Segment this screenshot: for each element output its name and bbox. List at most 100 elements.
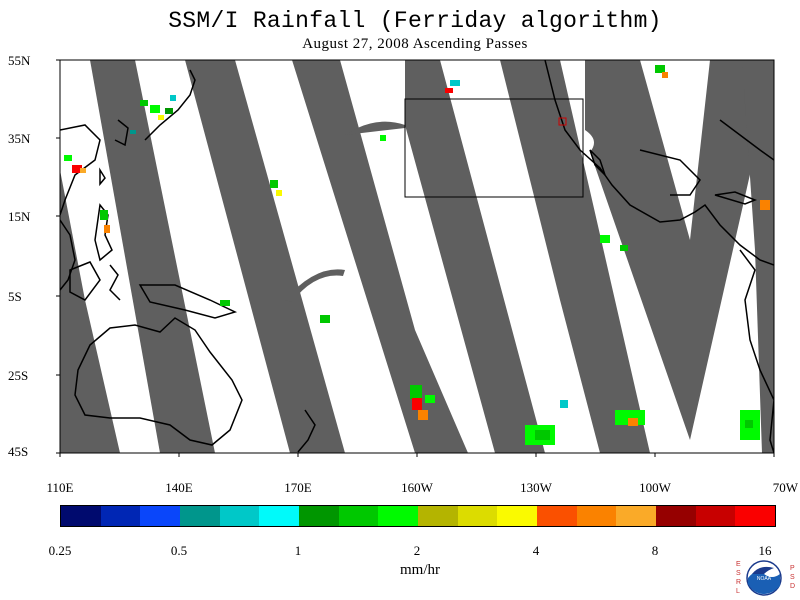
map-content xyxy=(60,60,774,453)
rain-patch xyxy=(655,65,665,73)
lat-label-35n: 35N xyxy=(8,131,31,146)
coastline-japan xyxy=(144,69,196,141)
rain-patch xyxy=(450,80,460,86)
swath-gap xyxy=(585,60,774,440)
lon-label-170e: 170E xyxy=(284,480,312,495)
map-title: SSM/I Rainfall (Ferriday algorithm) xyxy=(168,8,662,34)
logo-letter: L xyxy=(736,588,740,595)
colorbar-cell xyxy=(61,506,101,526)
rain-patches xyxy=(64,65,770,445)
colorbar-cell xyxy=(656,506,696,526)
coastline-us-east xyxy=(719,119,774,161)
colorbar-cell xyxy=(735,506,776,526)
colorbar-tick-4: 4 xyxy=(532,543,540,558)
rain-patch xyxy=(104,225,110,233)
rain-patch xyxy=(130,130,136,134)
logo-letter: P xyxy=(790,565,795,572)
colorbar-cell xyxy=(338,506,379,526)
swath-gap xyxy=(90,60,215,453)
rain-patch xyxy=(170,95,176,101)
colorbar-cell xyxy=(100,506,141,526)
coastline-south-america xyxy=(739,249,774,453)
rain-patch xyxy=(535,430,550,440)
rain-patch xyxy=(158,115,164,120)
colorbar-units: mm/hr xyxy=(400,562,440,578)
colorbar-tick-16: 16 xyxy=(758,543,772,558)
colorbar-tick-2: 2 xyxy=(413,543,421,558)
coastline-korea xyxy=(114,119,129,147)
lon-label-160w: 160W xyxy=(401,480,433,495)
region-box xyxy=(404,98,584,198)
logo-letter: S xyxy=(790,574,795,581)
colorbar-cell xyxy=(418,506,458,526)
rain-patch xyxy=(276,190,282,196)
lat-label-55n: 55N xyxy=(8,53,31,68)
colorbar-cell xyxy=(497,506,538,526)
rain-patch xyxy=(628,418,638,426)
swath-gaps xyxy=(60,60,774,453)
rain-patch xyxy=(80,168,86,173)
logo-letter: S xyxy=(736,570,741,577)
swath-gap xyxy=(742,60,774,453)
rain-patch xyxy=(72,165,82,173)
lon-label-140e: 140E xyxy=(165,480,193,495)
lon-label-130w: 130W xyxy=(520,480,552,495)
noaa-logo: E S R L P S D NOAA xyxy=(736,560,795,596)
rain-patch xyxy=(620,245,628,251)
colorbar-tick-1: 1 xyxy=(294,543,302,558)
coastline-cuba xyxy=(714,191,758,205)
rain-patch xyxy=(100,210,108,220)
axis-ticks xyxy=(56,59,775,457)
rain-patch xyxy=(745,420,753,428)
rain-patch xyxy=(425,395,435,403)
rain-patch xyxy=(150,105,160,113)
colorbar-cell xyxy=(219,506,260,526)
rain-patch xyxy=(410,385,422,399)
colorbar-tick-8: 8 xyxy=(651,543,659,558)
logo-left-letters: E S R L xyxy=(736,561,741,595)
noaa-emblem-wave xyxy=(748,571,780,594)
colorbar-cell xyxy=(537,506,577,526)
coastline-australia xyxy=(74,317,243,446)
noaa-emblem-text: NOAA xyxy=(757,576,772,582)
colorbar-cell xyxy=(457,506,498,526)
rain-patch xyxy=(412,398,422,410)
rain-patch xyxy=(760,200,770,210)
rain-patch xyxy=(600,235,610,243)
rain-patch xyxy=(445,88,453,93)
map-subtitle: August 27, 2008 Ascending Passes xyxy=(302,36,528,52)
rain-patch xyxy=(560,400,568,408)
swath-gap xyxy=(500,60,650,453)
lat-label-25s: 25S xyxy=(8,368,29,383)
rain-patch xyxy=(320,315,330,323)
rain-patch xyxy=(270,180,278,188)
colorbar-cell xyxy=(259,506,300,526)
colorbar-cell xyxy=(299,506,339,526)
colorbar-tick-0-25: 0.25 xyxy=(48,543,72,558)
coastline-indochina xyxy=(60,219,76,291)
colorbar-cell xyxy=(695,506,736,526)
coastlines xyxy=(60,60,774,453)
location-marker xyxy=(558,117,567,126)
coastline-sulawesi xyxy=(109,264,121,301)
swath-gap xyxy=(60,170,120,453)
coastline-taiwan xyxy=(99,167,106,187)
colorbar-cell xyxy=(616,506,657,526)
colorbar xyxy=(60,505,776,527)
rain-patch xyxy=(64,155,72,161)
lat-label-15n: 15N xyxy=(8,209,31,224)
coastline-baja xyxy=(589,149,606,176)
rain-patch xyxy=(140,100,148,106)
colorbar-cell xyxy=(180,506,220,526)
colorbar-cell xyxy=(576,506,617,526)
coastline-new-zealand xyxy=(297,409,316,453)
coastline-north-america xyxy=(544,60,774,266)
lat-label-5s: 5S xyxy=(8,289,22,304)
noaa-emblem-bird xyxy=(752,566,774,574)
rain-patch xyxy=(418,410,428,420)
colorbar-cell xyxy=(378,506,419,526)
logo-letter: E xyxy=(736,561,741,568)
lat-label-45s: 45S xyxy=(8,444,29,459)
coastline-gulf xyxy=(639,149,701,196)
